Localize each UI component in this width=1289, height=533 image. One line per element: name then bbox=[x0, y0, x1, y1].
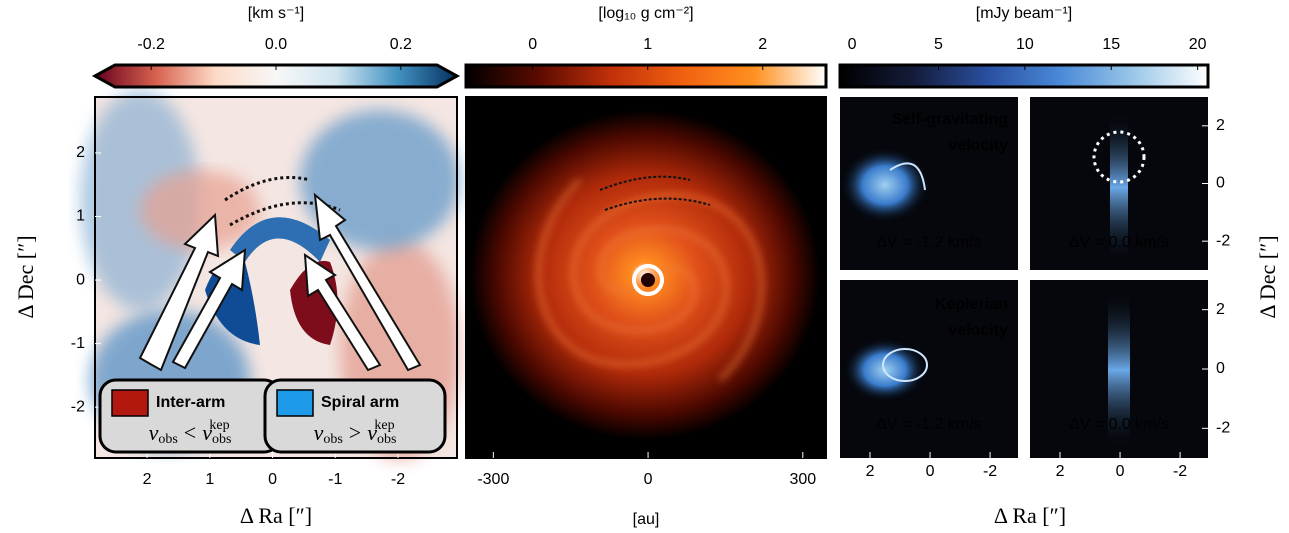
velocity-label: ΔV = 0.0 km/s bbox=[1069, 234, 1169, 251]
y-tick-label: -2 bbox=[1216, 232, 1230, 249]
velocity-label: ΔV = 0.0 km/s bbox=[1069, 416, 1169, 433]
legend-condition-part: v bbox=[367, 420, 377, 445]
colorbar-tick-label: 2 bbox=[758, 36, 767, 53]
row-label: Keplerian bbox=[935, 296, 1008, 313]
legend-condition-part: kep bbox=[209, 418, 229, 433]
x-tick-label: -2 bbox=[391, 471, 405, 488]
x-tick-label: 0 bbox=[1116, 463, 1125, 480]
legend-label: Spiral arm bbox=[321, 394, 399, 411]
x-tick-label: 300 bbox=[789, 471, 816, 488]
legend-label: Inter-arm bbox=[156, 394, 225, 411]
y-axis-label: Δ Dec [″] bbox=[13, 235, 38, 318]
row-label: velocity bbox=[948, 322, 1008, 339]
colorbar bbox=[91, 63, 461, 89]
legend-condition-part: v bbox=[149, 420, 159, 445]
row-label: velocity bbox=[948, 137, 1008, 154]
velocity-label: ΔV = -1.2 km/s bbox=[876, 416, 981, 433]
legend-condition-part: obs bbox=[158, 432, 177, 447]
x-tick-label: -2 bbox=[1173, 463, 1187, 480]
x-tick-label: 2 bbox=[143, 471, 152, 488]
y-tick-label: -2 bbox=[71, 398, 85, 415]
x-axis-label: [au] bbox=[633, 511, 660, 528]
colorbar-tick-label: 10 bbox=[1016, 36, 1034, 53]
colorbar-label: [log₁₀ g cm⁻²] bbox=[598, 5, 693, 22]
x-tick-label: -300 bbox=[477, 471, 509, 488]
x-tick-label: -2 bbox=[983, 463, 997, 480]
x-tick-label: -1 bbox=[328, 471, 342, 488]
y-tick-label: 0 bbox=[1216, 175, 1225, 192]
density-map bbox=[465, 96, 827, 459]
legend-condition-part: > bbox=[349, 420, 361, 445]
y-axis-label: Δ Dec [″] bbox=[1255, 235, 1280, 318]
legend-condition: vobs < vobskep bbox=[149, 418, 232, 447]
legend-condition-part: obs bbox=[212, 432, 231, 447]
y-tick-label: 2 bbox=[76, 144, 85, 161]
y-tick-label: -1 bbox=[71, 335, 85, 352]
channel-maps bbox=[840, 97, 1208, 458]
legend-condition-part: v bbox=[314, 420, 324, 445]
colorbar-tick-label: 0 bbox=[848, 36, 857, 53]
colorbar-tick-label: 0 bbox=[528, 36, 537, 53]
y-tick-label: 0 bbox=[76, 271, 85, 288]
y-tick-label: -2 bbox=[1216, 420, 1230, 437]
velocity-label: ΔV = -1.2 km/s bbox=[876, 234, 981, 251]
x-axis-label: Δ Ra [″] bbox=[994, 503, 1066, 528]
colorbar-tick-label: 20 bbox=[1189, 36, 1207, 53]
legend-condition: vobs > vobskep bbox=[314, 418, 397, 447]
legend-swatch bbox=[276, 389, 314, 417]
y-tick-label: 2 bbox=[1216, 117, 1225, 134]
legend-swatch bbox=[111, 389, 149, 417]
x-tick-label: 2 bbox=[1056, 463, 1065, 480]
x-tick-label: 2 bbox=[866, 463, 875, 480]
colorbar-tick-label: 0.2 bbox=[390, 36, 412, 53]
legend-condition-part: obs bbox=[323, 432, 342, 447]
x-tick-label: 0 bbox=[926, 463, 935, 480]
colorbar-tick-label: 5 bbox=[934, 36, 943, 53]
legend-condition-part: kep bbox=[374, 418, 394, 433]
y-tick-label: 1 bbox=[76, 208, 85, 225]
colorbar-label: [mJy beam⁻¹] bbox=[976, 5, 1072, 22]
colorbar-tick-label: 0.0 bbox=[265, 36, 287, 53]
legend-condition-part: v bbox=[202, 420, 212, 445]
y-tick-label: 2 bbox=[1216, 301, 1225, 318]
x-tick-label: 0 bbox=[268, 471, 277, 488]
colorbar-tick-label: -0.2 bbox=[137, 36, 165, 53]
legend-condition-part: < bbox=[184, 420, 196, 445]
legend-condition-part: obs bbox=[377, 432, 396, 447]
x-tick-label: 0 bbox=[644, 471, 653, 488]
colorbar-tick-label: 1 bbox=[643, 36, 652, 53]
velocity-map bbox=[80, 90, 460, 460]
x-axis-label: Δ Ra [″] bbox=[240, 503, 312, 528]
colorbar-tick-label: 15 bbox=[1102, 36, 1120, 53]
row-label: Self-gravitating bbox=[892, 111, 1008, 128]
colorbar bbox=[464, 63, 828, 89]
colorbar bbox=[838, 63, 1210, 89]
x-tick-label: 1 bbox=[205, 471, 214, 488]
colorbar-label: [km s⁻¹] bbox=[248, 5, 304, 22]
y-tick-label: 0 bbox=[1216, 360, 1225, 377]
